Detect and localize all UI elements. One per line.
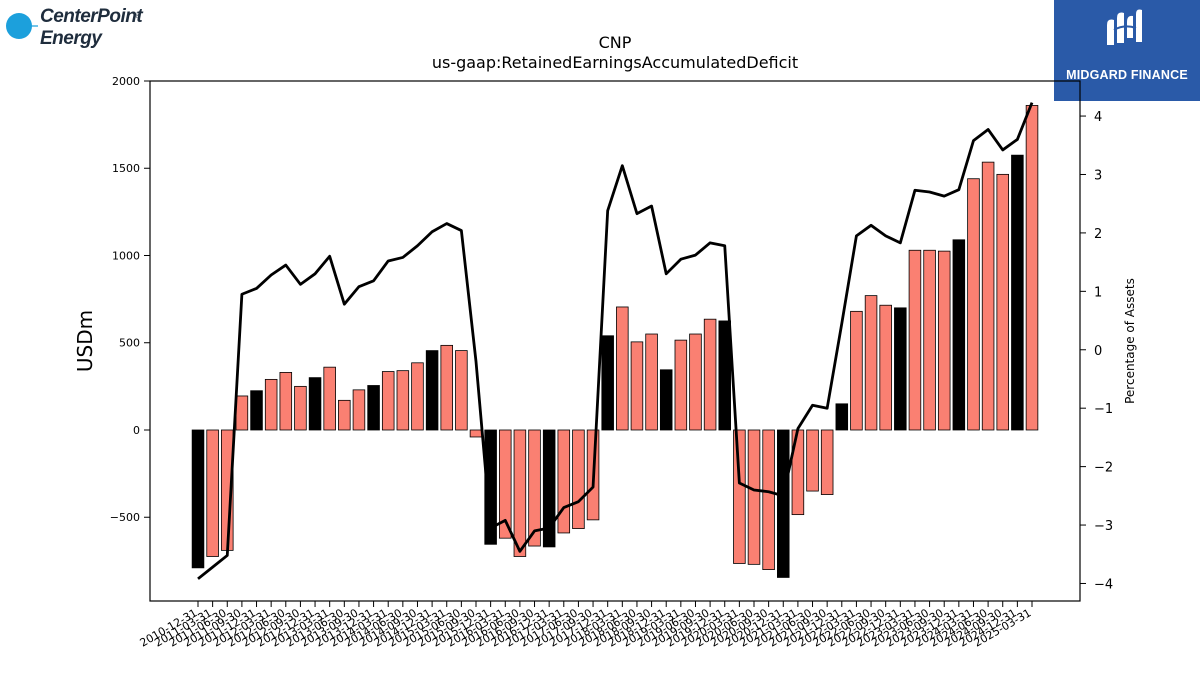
bar-2012-09-30	[294, 385, 307, 431]
logo-registered-mark: ®	[134, 12, 141, 20]
bar-2021-09-30	[820, 429, 834, 495]
centerpoint-globe-icon	[6, 13, 38, 39]
bar-2012-06-30	[279, 372, 293, 431]
bar-2022-06-30	[864, 295, 878, 431]
bar-2021-06-30	[806, 429, 819, 492]
bar-2022-03-31	[850, 310, 863, 431]
bar-2022-09-30	[879, 304, 892, 431]
y-tick-label: 1000	[112, 249, 140, 262]
bar-2024-12-31	[1011, 154, 1024, 431]
bar-2014-09-30	[411, 362, 424, 431]
bar-2024-09-30	[996, 173, 1009, 431]
midgard-finance-name: MIDGARD FINANCE	[1066, 68, 1188, 82]
bar-2010-12-31	[191, 429, 205, 569]
logo-text-line1: CenterPoint	[40, 6, 143, 27]
bar-2024-06-30	[981, 161, 995, 431]
chart-title: CNP	[599, 33, 632, 52]
bar-series	[191, 105, 1039, 578]
bar-2020-12-31	[777, 429, 790, 578]
pct-assets-line	[197, 102, 1034, 580]
bar-2020-06-30	[747, 429, 761, 565]
bar-2023-12-31	[952, 239, 966, 431]
bar-2023-06-30	[923, 249, 936, 431]
bar-2019-12-31	[718, 320, 731, 431]
bar-2011-03-31	[206, 429, 219, 557]
bar-2015-06-30	[455, 350, 468, 431]
bar-2025-03-31	[1025, 105, 1039, 431]
bar-2019-09-30	[703, 318, 717, 431]
bar-2016-09-30	[528, 429, 541, 547]
bar-2013-06-30	[338, 399, 351, 431]
y-tick-label: 1500	[112, 162, 140, 175]
y2-tick-label: −3	[1094, 519, 1113, 534]
bar-2023-09-30	[937, 250, 951, 431]
y-tick-label: 0	[133, 424, 140, 437]
bar-2015-12-31	[484, 429, 497, 545]
bar-2023-03-31	[908, 249, 922, 431]
line-series	[197, 102, 1034, 580]
bar-2017-06-30	[572, 429, 585, 529]
bar-2015-09-30	[469, 429, 483, 438]
bar-2018-03-31	[616, 306, 629, 431]
bar-2018-12-31	[659, 369, 673, 431]
bar-2014-03-31	[381, 371, 395, 431]
y2-tick-label: 1	[1094, 285, 1102, 300]
bar-2011-09-30	[235, 395, 249, 431]
bar-2019-03-31	[674, 339, 688, 431]
plot-frame	[149, 80, 1081, 602]
y2-tick-label: −4	[1094, 577, 1113, 592]
bar-2024-03-31	[967, 178, 980, 431]
bar-2012-03-31	[264, 378, 278, 431]
y2-tick-label: 4	[1094, 110, 1102, 125]
y-tick-label: 500	[119, 337, 140, 350]
bar-2016-06-30	[513, 429, 527, 557]
bar-2020-03-31	[733, 429, 746, 564]
midgard-m-icon	[1107, 9, 1142, 45]
y-tick-label: −500	[110, 511, 140, 524]
bar-2013-03-31	[323, 366, 336, 431]
chart-subtitle: us-gaap:RetainedEarningsAccumulatedDefic…	[432, 53, 798, 72]
bar-2021-12-31	[835, 403, 849, 431]
y-tick-label: 2000	[112, 75, 140, 88]
bar-2012-12-31	[308, 377, 322, 431]
bar-2020-09-30	[762, 429, 775, 570]
centerpoint-energy-logo: CenterPoint ® Energy	[4, 4, 154, 54]
bar-2015-03-31	[440, 344, 453, 431]
bar-2018-09-30	[645, 333, 658, 431]
x-axis: 2010-12-312011-03-312011-06-302011-09-30…	[138, 601, 1034, 650]
bar-2019-06-30	[689, 333, 702, 431]
y2-tick-label: 3	[1094, 168, 1102, 183]
y2-tick-label: −2	[1094, 461, 1113, 476]
bar-2013-09-30	[352, 389, 366, 431]
bar-2011-12-31	[250, 390, 263, 431]
bar-2018-06-30	[630, 341, 644, 431]
bar-2017-03-31	[557, 429, 571, 534]
bar-2022-12-31	[894, 307, 907, 431]
y2-tick-label: 0	[1094, 344, 1102, 359]
y2-axis-label: Percentage of Assets	[1123, 278, 1137, 404]
y-axis-left: −500 0 500 1000 1500 2000	[110, 75, 150, 524]
logo-text-line2: Energy	[40, 28, 102, 49]
midgard-finance-logo: MIDGARD FINANCE	[1054, 0, 1200, 101]
bar-2013-12-31	[367, 385, 380, 431]
bar-2016-03-31	[499, 429, 512, 539]
y2-tick-label: 2	[1094, 227, 1102, 242]
bar-2017-12-31	[601, 335, 614, 431]
bar-2014-12-31	[425, 350, 439, 431]
y2-tick-label: −1	[1094, 402, 1113, 417]
y-axis-right: −4 −3 −2 −1 0 1 2 3 4	[1080, 110, 1113, 592]
y-axis-label: USDm	[73, 310, 97, 372]
bar-2016-12-31	[542, 429, 556, 548]
bar-2014-06-30	[396, 370, 410, 431]
